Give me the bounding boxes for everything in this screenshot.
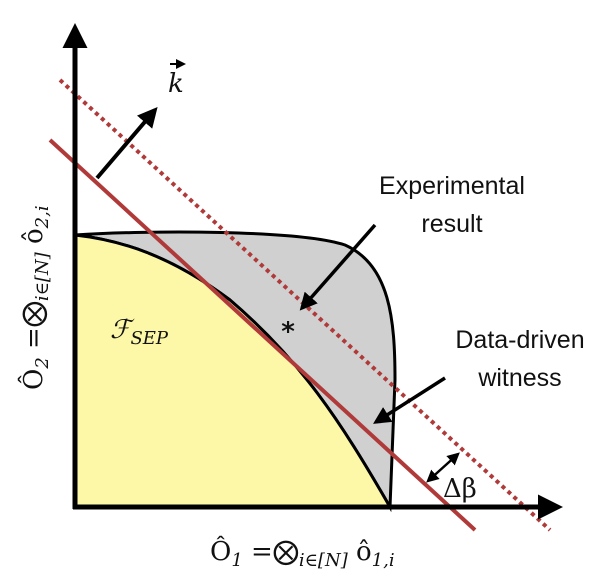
x-term-sub: 1,i <box>372 550 395 571</box>
x-main: Ô <box>210 535 231 567</box>
witness-arrow <box>373 376 446 424</box>
gap-arrow <box>426 452 460 483</box>
y-term-sub: 2,i <box>32 205 53 229</box>
separable-region <box>73 233 393 509</box>
x-op: =⨂ <box>243 537 299 567</box>
x-axis-label: Ô1 =⨂i∈[N] ô1,i <box>210 535 395 571</box>
experimental-line1: Experimental <box>379 172 525 200</box>
y-axis-label: Ô2 =⨂i∈[N] ô2,i <box>17 205 53 390</box>
witness-line1: Data-driven <box>455 326 584 354</box>
witness-line <box>48 138 477 532</box>
x-main-sub: 1 <box>231 550 242 571</box>
experimental-arrow <box>299 223 377 311</box>
normal-arrow <box>95 106 158 180</box>
y-op-sub: i∈[N] <box>32 251 53 301</box>
y-op: =⨂ <box>19 301 49 357</box>
vector-label: k <box>168 69 184 99</box>
x-op-sub: i∈[N] <box>299 550 349 571</box>
y-term: ô <box>19 228 49 252</box>
experimental-line2: result <box>421 210 482 238</box>
witness-line2: witness <box>477 364 561 392</box>
gap-label: Δβ <box>443 474 477 504</box>
shifted-witness-line <box>58 78 552 532</box>
x-term: ô <box>348 537 372 567</box>
region-sub: SEP <box>130 328 168 349</box>
y-main: Ô <box>17 369 49 390</box>
y-main-sub: 2 <box>32 357 53 369</box>
point-marker: * <box>281 317 295 347</box>
